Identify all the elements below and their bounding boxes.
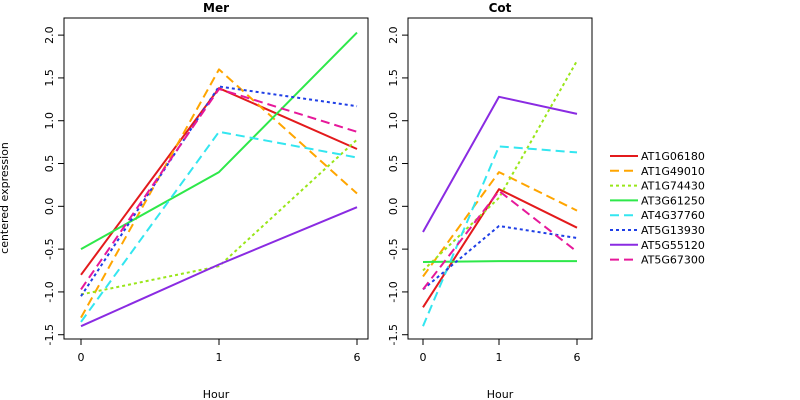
series-line-at1g06180 (80, 87, 358, 276)
y-tick-label: -0.5 (43, 238, 56, 259)
x-tick-label: 0 (78, 351, 85, 364)
x-tick-label: 1 (216, 351, 223, 364)
panel-title: Mer (203, 1, 229, 15)
legend-label: AT1G74430 (641, 180, 705, 193)
series-line-at5g67300 (80, 88, 358, 290)
y-tick-label: 0.5 (43, 155, 56, 173)
y-tick-label: -1.0 (387, 281, 400, 302)
y-tick-label: 2.0 (387, 26, 400, 44)
x-tick-label: 6 (574, 351, 581, 364)
series-lines (80, 31, 358, 328)
x-axis-label: Hour (487, 388, 514, 400)
legend-label: AT5G55120 (641, 239, 705, 252)
y-axis: -1.5 -1.0 -0.5 0.0 0.5 1.0 1.5 2.0 (387, 26, 408, 345)
panel-frame (407, 17, 593, 340)
legend-item: AT3G61250 (610, 194, 705, 207)
legend-label: AT3G61250 (641, 194, 705, 207)
x-tick-label: 0 (420, 351, 427, 364)
series-lines (422, 60, 578, 327)
series-line-at5g13930 (80, 85, 358, 297)
y-axis: -1.5 -1.0 -0.5 0.0 0.5 1.0 1.5 2.0 (43, 26, 64, 345)
legend-item: AT5G55120 (610, 239, 705, 252)
y-tick-label: 1.0 (387, 112, 400, 130)
x-axis: 0 1 6 (78, 339, 361, 364)
legend-label: AT5G67300 (641, 254, 705, 267)
series-line-at1g49010 (80, 68, 358, 319)
series-line-at5g55120 (80, 206, 358, 328)
y-tick-label: 0.0 (387, 198, 400, 216)
series-line-at5g13930 (422, 225, 578, 291)
x-axis-label: Hour (203, 388, 230, 400)
legend-label: AT5G13930 (641, 224, 705, 237)
panel-frame (63, 17, 369, 340)
y-axis-label: centered expression (0, 142, 11, 254)
series-line-at5g55120 (422, 95, 578, 233)
y-tick-label: 1.0 (43, 112, 56, 130)
series-line-at4g37760 (80, 130, 358, 323)
y-tick-label: -0.5 (387, 238, 400, 259)
legend-item: AT4G37760 (610, 209, 705, 222)
series-line-at3g61250 (80, 31, 358, 250)
panel-mer: Mer Hour -1.5 -1.0 -0.5 0.0 0.5 1.0 1.5 2.0 0 1 6 (43, 1, 369, 400)
panel-cot: Cot Hour -1.5 -1.0 -0.5 0.0 0.5 1.0 1.5 2.0 0 1 6 (387, 1, 593, 400)
y-tick-label: -1.0 (43, 281, 56, 302)
legend-item: AT1G49010 (610, 165, 705, 178)
legend-item: AT5G67300 (610, 254, 705, 267)
series-line-at5g67300 (422, 189, 578, 291)
y-tick-label: -1.5 (387, 324, 400, 345)
y-tick-label: 0.5 (387, 155, 400, 173)
y-tick-label: 0.0 (43, 198, 56, 216)
y-tick-label: 1.5 (387, 69, 400, 87)
legend-item: AT1G06180 (610, 150, 705, 163)
legend-label: AT1G06180 (641, 150, 705, 163)
panel-title: Cot (489, 1, 512, 15)
y-tick-label: 1.5 (43, 69, 56, 87)
legend-item: AT5G13930 (610, 224, 705, 237)
series-line-at1g74430 (422, 60, 578, 272)
y-tick-label: 2.0 (43, 26, 56, 44)
series-line-at1g49010 (422, 171, 578, 278)
series-line-at1g74430 (80, 138, 358, 296)
x-tick-label: 6 (354, 351, 361, 364)
legend-label: AT4G37760 (641, 209, 705, 222)
legend-label: AT1G49010 (641, 165, 705, 178)
x-axis: 0 1 6 (420, 339, 581, 364)
x-tick-label: 1 (496, 351, 503, 364)
y-tick-label: -1.5 (43, 324, 56, 345)
legend-item: AT1G74430 (610, 180, 705, 193)
series-line-at3g61250 (422, 260, 577, 263)
